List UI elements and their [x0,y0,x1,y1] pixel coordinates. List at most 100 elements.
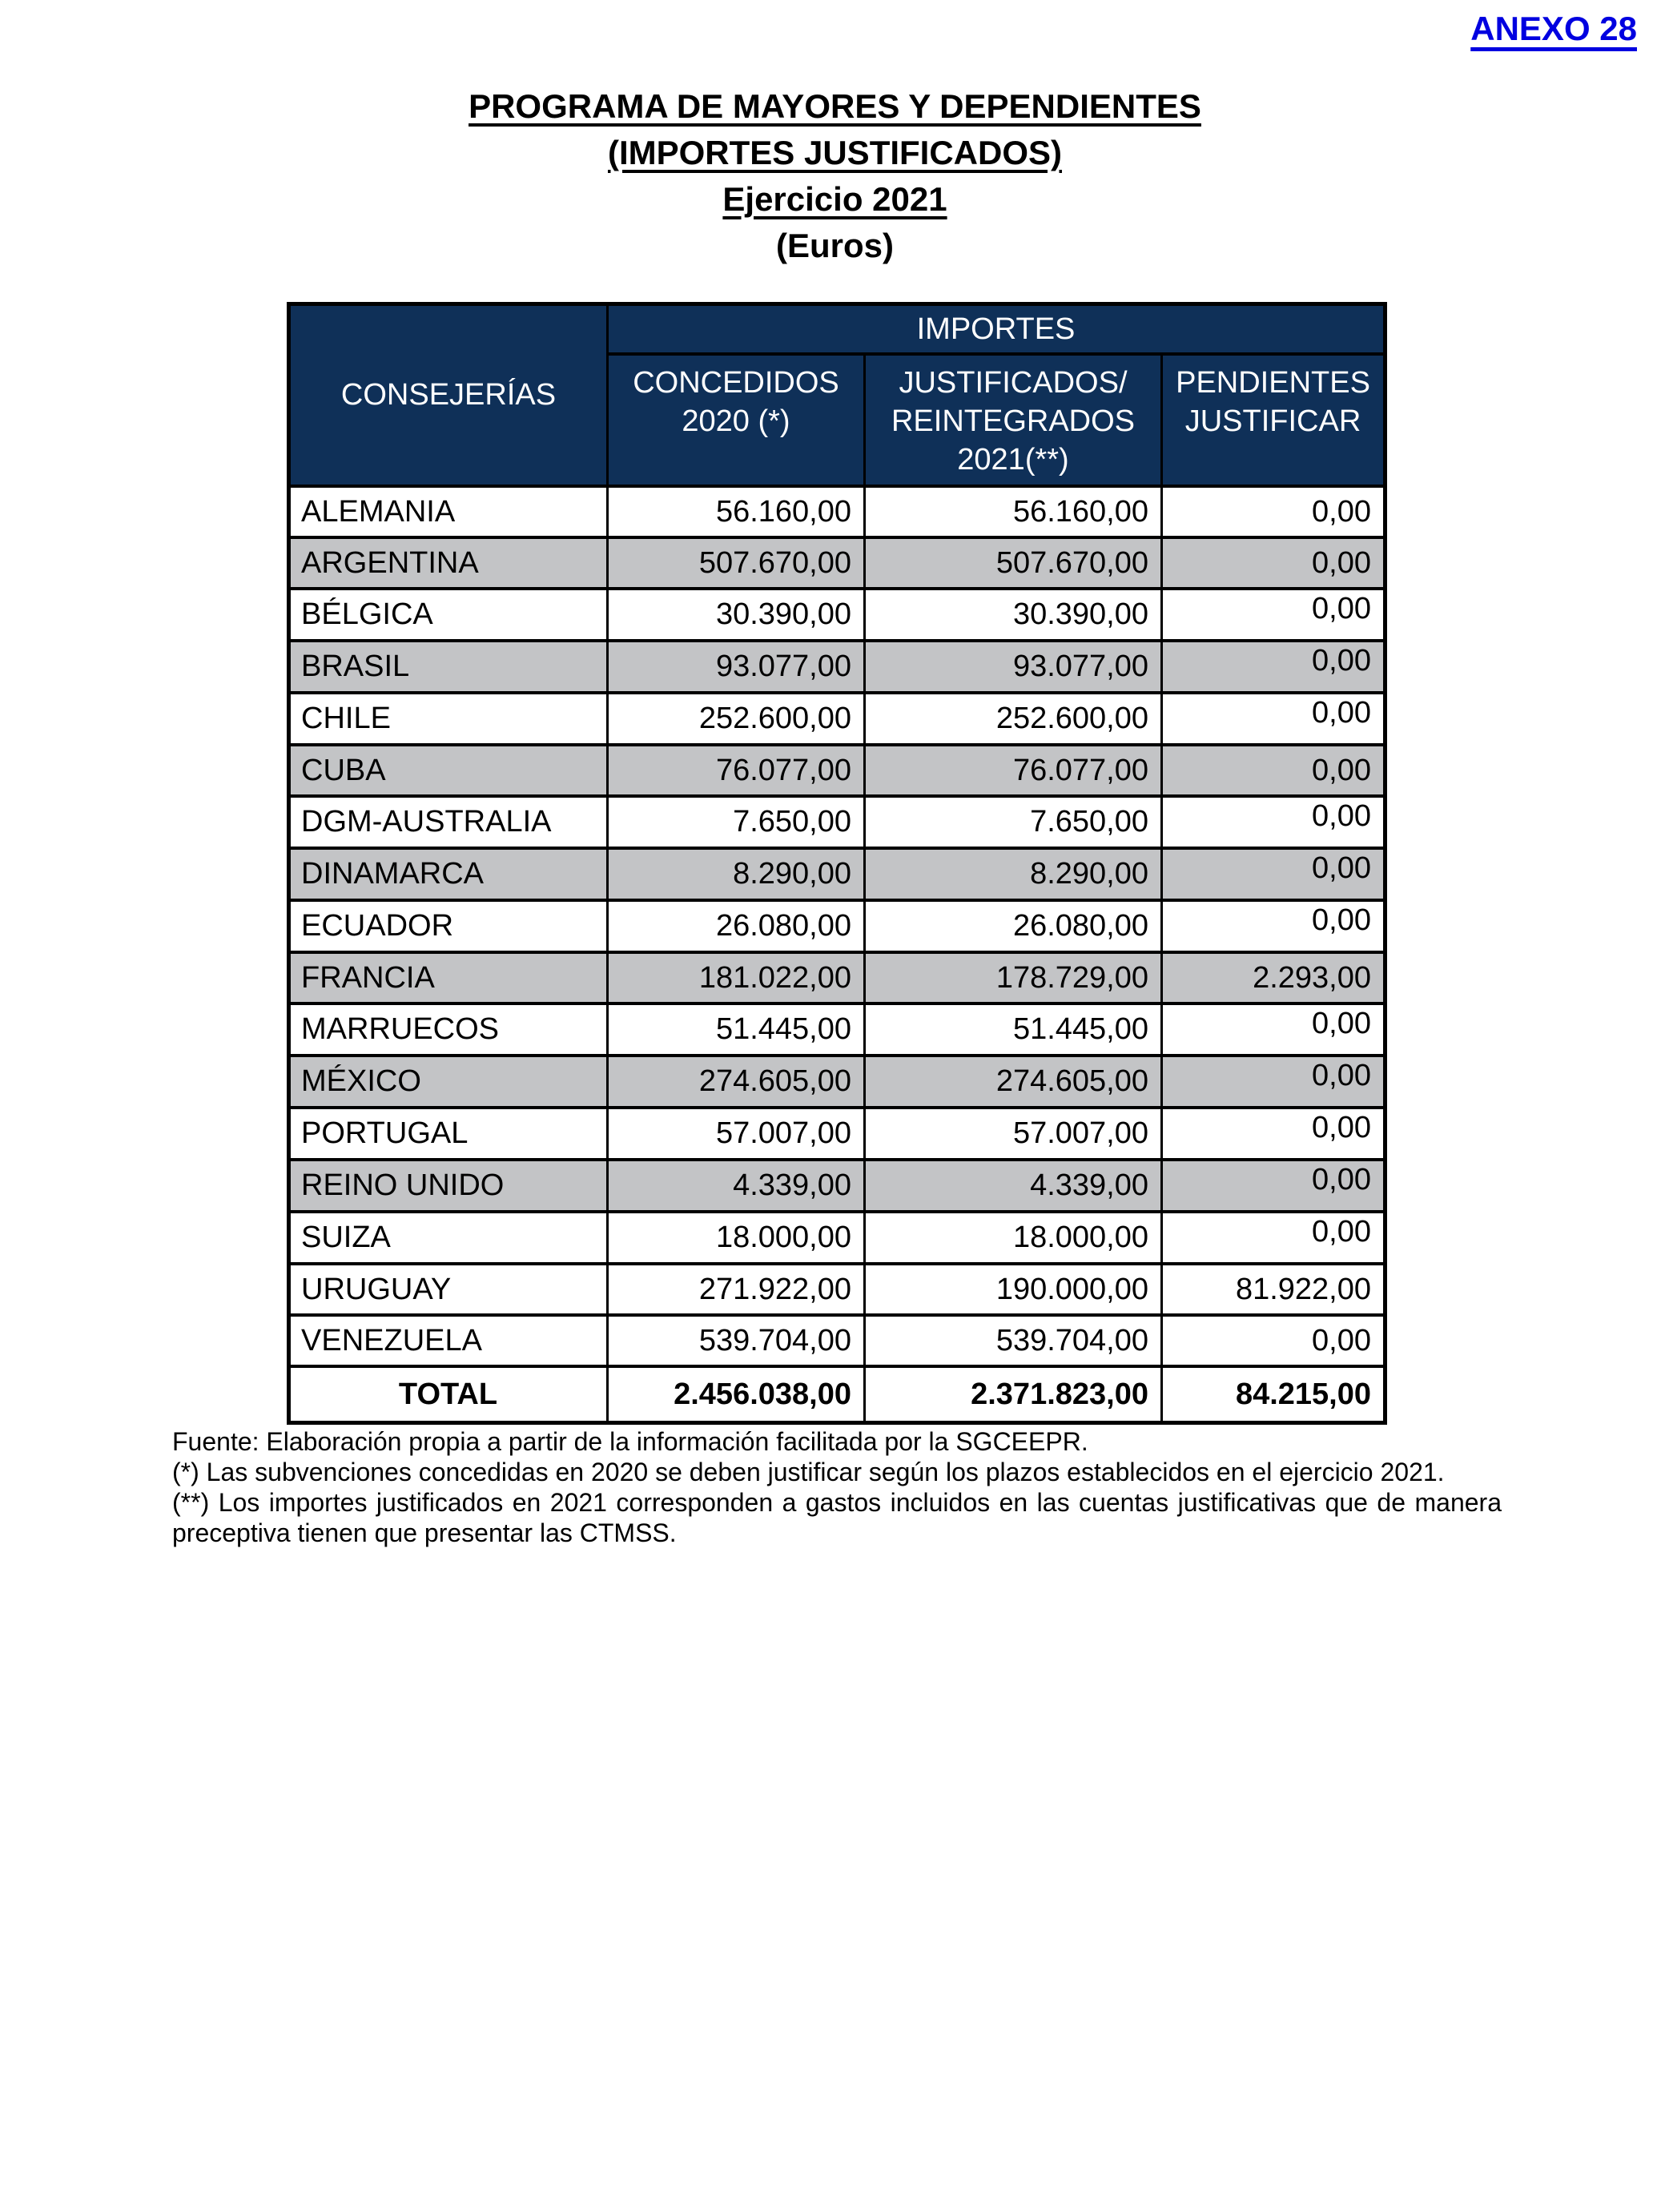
table-row: URUGUAY 271.922,00 190.000,00 81.922,00 [288,1262,1387,1317]
row-pendientes: 0,00 [1160,691,1387,746]
table-row: CHILE 252.600,00 252.600,00 0,00 [288,691,1387,746]
row-country: MARRUECOS [288,1002,609,1057]
row-country: MÉXICO [288,1054,609,1109]
document-title-block: PROGRAMA DE MAYORES Y DEPENDIENTES (IMPO… [287,83,1383,269]
row-concedidos: 57.007,00 [606,1106,866,1161]
row-concedidos: 30.390,00 [606,587,866,642]
title-line-4: (Euros) [776,227,894,264]
row-pendientes: 0,00 [1160,743,1387,798]
row-justificados: 252.600,00 [863,691,1163,746]
row-justificados: 539.704,00 [863,1313,1163,1368]
table-body: ALEMANIA 56.160,00 56.160,00 0,00 ARGENT… [288,485,1387,1425]
row-pendientes: 0,00 [1160,639,1387,694]
row-pendientes: 0,00 [1160,1210,1387,1265]
row-pendientes: 0,00 [1160,1002,1387,1057]
row-pendientes: 2.293,00 [1160,951,1387,1005]
row-concedidos: 507.670,00 [606,536,866,590]
annex-label: ANEXO 28 [1470,10,1637,47]
row-concedidos: 2.456.038,00 [606,1365,866,1425]
row-pendientes: 0,00 [1160,794,1387,850]
table-row: DINAMARCA 8.290,00 8.290,00 0,00 [288,847,1387,902]
row-justificados: 2.371.823,00 [863,1365,1163,1425]
footnote-single-asterisk: (*) Las subvenciones concedidas en 2020 … [172,1458,1445,1486]
table-row: VENEZUELA 539.704,00 539.704,00 0,00 [288,1313,1387,1368]
table-row: PORTUGAL 57.007,00 57.007,00 0,00 [288,1106,1387,1161]
row-country: ECUADOR [288,899,609,954]
row-pendientes: 0,00 [1160,847,1387,902]
row-concedidos: 76.077,00 [606,743,866,798]
row-justificados: 57.007,00 [863,1106,1163,1161]
row-country: FRANCIA [288,951,609,1005]
row-concedidos: 51.445,00 [606,1002,866,1057]
table-row: BRASIL 93.077,00 93.077,00 0,00 [288,639,1387,694]
row-justificados: 76.077,00 [863,743,1163,798]
footnote-double-asterisk: (**) Los importes justificados en 2021 c… [172,1488,1502,1547]
row-pendientes: 81.922,00 [1160,1262,1387,1317]
table-row: BÉLGICA 30.390,00 30.390,00 0,00 [288,587,1387,642]
row-concedidos: 539.704,00 [606,1313,866,1368]
row-pendientes: 0,00 [1160,587,1387,642]
row-country: ALEMANIA [288,485,609,539]
row-pendientes: 84.215,00 [1160,1365,1387,1425]
header-row-importes: CONSEJERÍAS IMPORTES [288,302,1387,488]
header-pendientes: PENDIENTES JUSTIFICAR [1160,352,1387,488]
row-country: BÉLGICA [288,587,609,642]
row-country: URUGUAY [288,1262,609,1317]
table-row: ARGENTINA 507.670,00 507.670,00 0,00 [288,536,1387,590]
table-row: ALEMANIA 56.160,00 56.160,00 0,00 [288,485,1387,539]
row-concedidos: 181.022,00 [606,951,866,1005]
row-concedidos: 4.339,00 [606,1158,866,1213]
row-concedidos: 18.000,00 [606,1210,866,1265]
row-country: ARGENTINA [288,536,609,590]
row-country: PORTUGAL [288,1106,609,1161]
table-row: FRANCIA 181.022,00 178.729,00 2.293,00 [288,951,1387,1005]
row-country: TOTAL [288,1365,609,1425]
row-concedidos: 26.080,00 [606,899,866,954]
row-pendientes: 0,00 [1160,899,1387,954]
row-justificados: 56.160,00 [863,485,1163,539]
title-line-3: Ejercicio 2021 [722,180,947,218]
table-row: REINO UNIDO 4.339,00 4.339,00 0,00 [288,1158,1387,1213]
row-justificados: 4.339,00 [863,1158,1163,1213]
row-pendientes: 0,00 [1160,1054,1387,1109]
table-row-total: TOTAL 2.456.038,00 2.371.823,00 84.215,0… [288,1365,1387,1425]
row-justificados: 274.605,00 [863,1054,1163,1109]
row-concedidos: 271.922,00 [606,1262,866,1317]
row-pendientes: 0,00 [1160,1106,1387,1161]
table-row: CUBA 76.077,00 76.077,00 0,00 [288,743,1387,798]
row-country: VENEZUELA [288,1313,609,1368]
row-country: CHILE [288,691,609,746]
table-row: MÉXICO 274.605,00 274.605,00 0,00 [288,1054,1387,1109]
header-row-subheaders: CONCEDIDOS 2020 (*) JUSTIFICADOS/ REINTE… [289,352,1387,488]
row-justificados: 8.290,00 [863,847,1163,902]
footnotes: Fuente: Elaboración propia a partir de l… [172,1426,1502,1548]
row-justificados: 51.445,00 [863,1002,1163,1057]
row-justificados: 178.729,00 [863,951,1163,1005]
row-country: CUBA [288,743,609,798]
row-justificados: 26.080,00 [863,899,1163,954]
row-country: DINAMARCA [288,847,609,902]
row-country: BRASIL [288,639,609,694]
row-country: REINO UNIDO [288,1158,609,1213]
row-pendientes: 0,00 [1160,485,1387,539]
row-pendientes: 0,00 [1160,1313,1387,1368]
row-concedidos: 7.650,00 [606,794,866,850]
header-importes: IMPORTES [605,302,1387,356]
row-concedidos: 274.605,00 [606,1054,866,1109]
row-concedidos: 8.290,00 [606,847,866,902]
row-concedidos: 252.600,00 [606,691,866,746]
title-line-2: (IMPORTES JUSTIFICADOS) [607,134,1063,171]
row-justificados: 93.077,00 [863,639,1163,694]
row-pendientes: 0,00 [1160,536,1387,590]
row-justificados: 30.390,00 [863,587,1163,642]
row-justificados: 507.670,00 [863,536,1163,590]
row-country: DGM-AUSTRALIA [288,794,609,850]
table-row: MARRUECOS 51.445,00 51.445,00 0,00 [288,1002,1387,1057]
header-justificados: JUSTIFICADOS/ REINTEGRADOS 2021(**) [863,352,1163,488]
importes-table: CONSEJERÍAS IMPORTES CONCEDIDOS 2020 (*)… [287,302,1388,1425]
table-row: DGM-AUSTRALIA 7.650,00 7.650,00 0,00 [288,794,1387,850]
header-concedidos: CONCEDIDOS 2020 (*) [606,352,866,488]
table-row: ECUADOR 26.080,00 26.080,00 0,00 [288,899,1387,954]
row-pendientes: 0,00 [1160,1158,1387,1213]
